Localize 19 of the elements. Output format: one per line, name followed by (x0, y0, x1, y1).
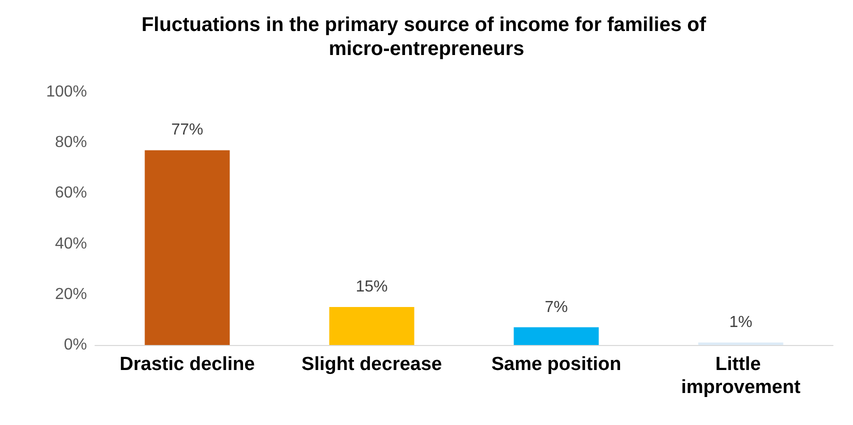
chart-title: Fluctuations in the primary source of income for families of micro-entrepreneurs (141, 14, 712, 60)
bar (329, 307, 414, 345)
y-tick-label: 20% (54, 286, 87, 303)
data-label: 15% (356, 278, 388, 296)
bar (698, 342, 784, 345)
x-tick-label: Little improvement (681, 354, 802, 398)
y-tick-label: 0% (64, 336, 87, 354)
x-tick-label: Drastic decline (120, 354, 255, 375)
data-label: 7% (544, 298, 568, 316)
x-tick-label: Slight decrease (302, 354, 442, 375)
y-tick-label: 40% (54, 235, 87, 252)
x-tick-label: Same position (491, 354, 622, 375)
bar (514, 327, 599, 345)
data-label: 1% (729, 314, 752, 331)
y-tick-label: 100% (46, 84, 87, 100)
data-label: 77% (171, 122, 204, 139)
y-tick-label: 80% (54, 134, 87, 152)
y-tick-label: 60% (54, 184, 87, 202)
bar (144, 150, 230, 345)
